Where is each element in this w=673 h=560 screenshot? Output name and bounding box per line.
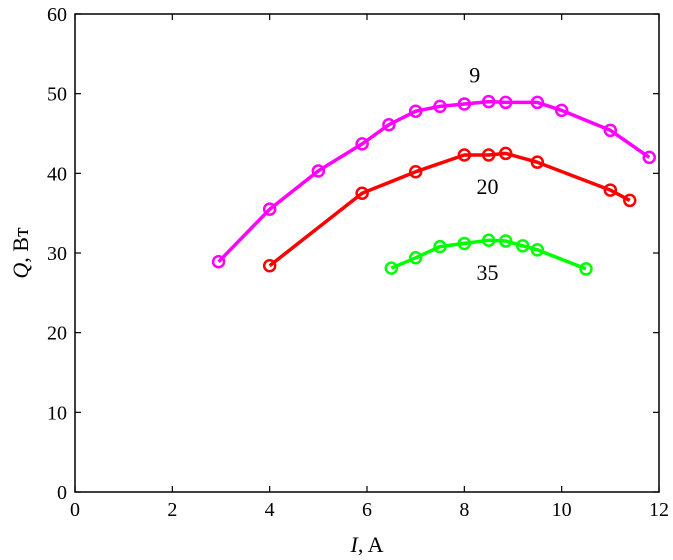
series-line xyxy=(268,151,631,268)
data-point xyxy=(515,239,530,253)
data-point xyxy=(457,148,472,162)
data-point xyxy=(603,123,618,138)
data-point xyxy=(457,97,472,111)
data-point xyxy=(408,164,423,179)
data-point xyxy=(311,164,326,178)
x-tick-label: 8 xyxy=(459,499,469,521)
data-point xyxy=(355,137,369,151)
y-axis-unit: , Вт xyxy=(8,227,33,263)
x-axis-variable: I xyxy=(349,532,359,557)
data-point xyxy=(554,103,569,118)
data-point xyxy=(481,148,496,162)
series-35 xyxy=(384,233,593,276)
data-point xyxy=(579,262,593,276)
data-point xyxy=(382,117,396,132)
x-tick-label: 10 xyxy=(552,499,572,521)
data-point xyxy=(262,258,277,273)
series-9 xyxy=(211,94,657,269)
data-point xyxy=(481,94,496,109)
y-tick-label: 60 xyxy=(47,4,67,26)
x-tick-label: 12 xyxy=(649,499,669,521)
series-20 xyxy=(262,146,637,273)
x-tick-label: 0 xyxy=(70,499,80,521)
data-point xyxy=(355,186,369,200)
y-tick-label: 0 xyxy=(57,482,67,504)
x-tick-label: 6 xyxy=(362,499,372,521)
x-axis-label: I, A xyxy=(349,532,383,557)
axes: 0 2 4 6 8 10 12 0 10 20 30 40 50 60 xyxy=(47,4,669,521)
data-point xyxy=(433,239,447,254)
data-point xyxy=(603,183,618,197)
x-axis-unit: , A xyxy=(358,532,384,557)
data-point xyxy=(498,146,513,161)
series-label: 35 xyxy=(477,260,499,285)
data-point xyxy=(530,95,545,110)
data-point xyxy=(211,255,226,269)
data-point xyxy=(408,104,423,118)
y-tick-label: 20 xyxy=(47,323,67,345)
data-point xyxy=(530,243,545,257)
data-point xyxy=(457,236,472,251)
data-point xyxy=(498,234,513,248)
series-label: 9 xyxy=(469,63,480,88)
data-point xyxy=(481,233,496,248)
data-point xyxy=(262,202,277,216)
y-tick-label: 10 xyxy=(47,402,67,424)
data-point xyxy=(408,251,423,265)
x-tick-label: 4 xyxy=(265,499,275,521)
y-tick-label: 30 xyxy=(47,243,67,265)
data-point xyxy=(642,150,657,165)
data-point xyxy=(384,261,399,275)
plot-area xyxy=(74,13,660,493)
y-tick-label: 50 xyxy=(47,84,67,106)
series-labels: 9 20 35 xyxy=(469,63,498,286)
series-label: 20 xyxy=(477,174,499,199)
data-point xyxy=(433,99,447,114)
data-point xyxy=(623,193,637,208)
series-layer xyxy=(211,94,657,276)
x-tick-label: 2 xyxy=(167,499,177,521)
data-point xyxy=(498,95,513,110)
series-line xyxy=(217,99,651,264)
data-point xyxy=(530,155,545,169)
y-axis-label: Q, Вт xyxy=(8,227,33,279)
y-tick-label: 40 xyxy=(47,163,67,185)
y-axis-variable: Q xyxy=(8,263,33,279)
